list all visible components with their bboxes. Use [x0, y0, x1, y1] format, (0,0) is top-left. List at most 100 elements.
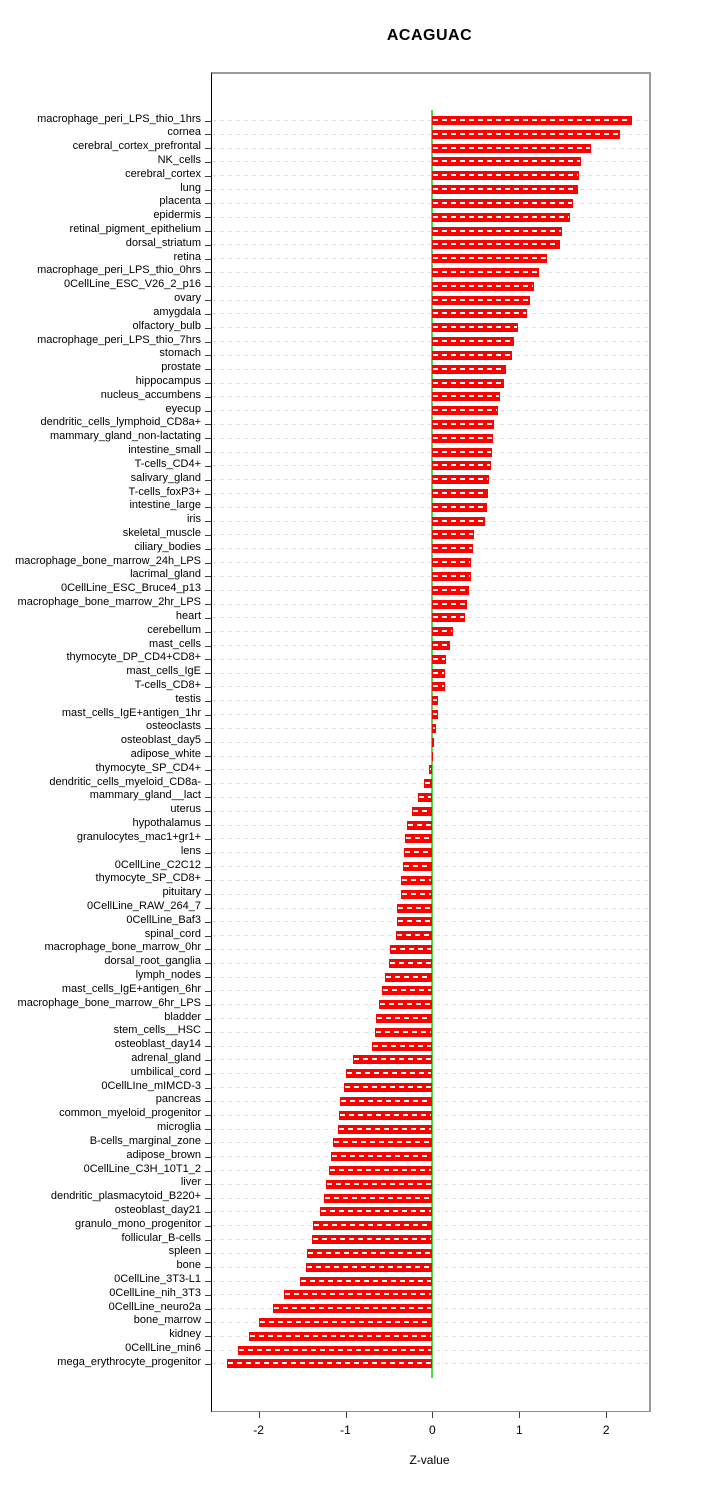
row-label: mast_cells: [149, 637, 201, 650]
bar-dash-pattern: [418, 795, 432, 798]
row-label: thymocyte_SP_CD4+: [95, 761, 201, 774]
row-label: mast_cells_IgE: [126, 665, 201, 678]
bar-dash-pattern: [308, 1251, 432, 1254]
row-label: dendritic_cells_lymphoid_CD8a+: [40, 416, 201, 429]
grid-line: [212, 645, 649, 646]
row-label: bone: [176, 1259, 201, 1272]
bar-dash-pattern: [433, 188, 577, 191]
bar: [432, 185, 578, 195]
bar-dash-pattern: [390, 947, 432, 950]
row-label: 0CellLine_ESC_V26_2_p16: [64, 278, 201, 291]
x-tick: [258, 1412, 260, 1418]
bar-dash-pattern: [433, 713, 437, 716]
row-label: B-cells_marginal_zone: [89, 1134, 201, 1147]
bar: [423, 779, 433, 789]
bar: [432, 599, 468, 609]
bar: [375, 1014, 433, 1024]
bar: [432, 240, 561, 250]
bar: [432, 723, 436, 733]
y-tick: [205, 728, 211, 730]
bar: [432, 516, 485, 526]
y-tick: [205, 424, 211, 426]
grid-line: [212, 755, 649, 757]
y-tick: [205, 189, 211, 191]
bar: [432, 323, 519, 333]
bar-dash-pattern: [433, 422, 494, 425]
bar-dash-pattern: [433, 561, 471, 564]
bar: [432, 116, 633, 125]
bar-dash-pattern: [386, 975, 432, 978]
grid-line: [212, 631, 649, 633]
y-tick: [205, 534, 211, 536]
row-label: 0CellLine_min6: [125, 1342, 201, 1355]
bar: [385, 972, 433, 982]
bar: [432, 254, 548, 264]
row-label: skeletal_muscle: [122, 526, 201, 539]
row-label: osteoblast_day14: [114, 1038, 201, 1051]
row-label: 0CellLine_nih_3T3: [109, 1286, 201, 1299]
bar-dash-pattern: [396, 934, 432, 937]
grid-line: [212, 133, 649, 135]
bar: [346, 1069, 433, 1079]
bar: [432, 558, 472, 568]
bar-dash-pattern: [404, 851, 432, 854]
row-label: osteoblast_day5: [120, 734, 201, 747]
y-tick: [205, 617, 211, 619]
bar-dash-pattern: [433, 450, 492, 453]
grid-line: [212, 230, 649, 232]
y-tick: [205, 272, 211, 274]
y-tick: [205, 548, 211, 550]
row-label: thymocyte_SP_CD8+: [95, 872, 201, 885]
row-label: umbilical_cord: [130, 1065, 201, 1078]
bar: [401, 875, 433, 885]
bar: [432, 571, 471, 581]
y-tick: [205, 479, 211, 481]
y-tick: [205, 783, 211, 785]
y-tick: [205, 1032, 211, 1034]
y-tick: [205, 396, 211, 398]
grid-line: [212, 244, 649, 246]
bar-dash-pattern: [433, 229, 561, 232]
row-label: testis: [175, 692, 201, 705]
row-label: bone_marrow: [133, 1314, 201, 1327]
y-tick: [205, 866, 211, 868]
grid-line: [212, 202, 649, 204]
bar: [401, 889, 433, 899]
bar: [432, 419, 495, 429]
grid-line: [212, 382, 649, 384]
bar: [432, 489, 488, 499]
bar-dash-pattern: [433, 409, 497, 412]
y-tick: [205, 1142, 211, 1144]
bar-dash-pattern: [379, 1003, 432, 1006]
y-tick: [205, 383, 211, 384]
bar: [432, 613, 465, 623]
bar: [330, 1152, 433, 1162]
bar: [402, 862, 433, 872]
bar-dash-pattern: [424, 782, 432, 785]
bar: [353, 1055, 433, 1065]
bar-dash-pattern: [331, 1155, 432, 1158]
row-label: mammary_gland__lact: [89, 789, 201, 802]
grid-line: [212, 368, 649, 370]
y-tick: [205, 949, 211, 951]
y-tick: [205, 1129, 211, 1131]
grid-line: [212, 714, 649, 716]
row-label: lacrimal_gland: [130, 568, 201, 581]
y-tick: [205, 521, 211, 523]
grid-line: [212, 672, 649, 674]
bar: [396, 917, 433, 927]
bar: [339, 1110, 433, 1120]
grid-line: [212, 479, 649, 481]
bar-dash-pattern: [433, 201, 573, 204]
y-tick: [205, 714, 211, 716]
row-label: 0CellLine_C2C12: [114, 858, 201, 871]
bar: [343, 1083, 433, 1093]
y-tick: [205, 1170, 211, 1172]
bar-dash-pattern: [433, 215, 569, 218]
y-tick: [205, 825, 211, 827]
x-tick: [606, 1412, 608, 1418]
row-label: prostate: [161, 361, 201, 374]
row-label: T-cells_foxP3+: [128, 485, 201, 498]
row-label: dendritic_plasmacytoid_B220+: [50, 1190, 201, 1203]
